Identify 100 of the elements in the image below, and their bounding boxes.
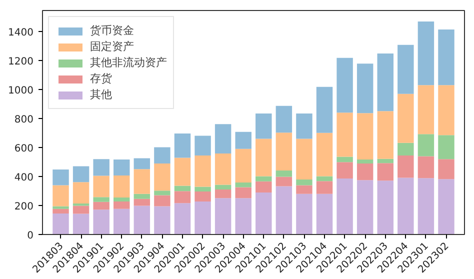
bar <box>194 201 211 234</box>
bar <box>235 148 252 182</box>
bar <box>296 113 312 139</box>
bar <box>154 147 170 164</box>
bar <box>356 160 374 164</box>
bar <box>398 94 414 143</box>
bar <box>276 132 292 171</box>
bar <box>276 170 292 177</box>
bar <box>276 106 292 133</box>
bar <box>154 195 170 206</box>
bar <box>235 132 252 149</box>
y-tick-label: 1000 <box>8 86 34 97</box>
bar <box>418 178 434 234</box>
legend-label: 其他非流动资产 <box>90 55 167 70</box>
bar <box>398 155 414 178</box>
bar <box>356 64 374 114</box>
bar <box>235 187 252 198</box>
bar <box>316 181 333 194</box>
bar <box>336 112 353 157</box>
y-tick-label: 200 <box>14 202 34 213</box>
bar <box>336 156 353 162</box>
bar <box>256 181 272 192</box>
legend-label: 固定资产 <box>90 39 134 54</box>
bar <box>93 197 110 202</box>
bar <box>438 135 454 160</box>
legend-label: 存货 <box>90 71 112 86</box>
bar <box>296 185 312 194</box>
bar <box>194 136 211 156</box>
bar <box>174 158 191 186</box>
bar <box>194 186 211 192</box>
bar <box>418 22 434 86</box>
bar <box>52 208 69 214</box>
bar <box>52 185 69 206</box>
bar <box>276 176 292 186</box>
bar <box>214 184 232 190</box>
bar <box>72 182 90 204</box>
bar <box>134 206 150 234</box>
bar <box>174 186 191 192</box>
bar <box>276 186 292 234</box>
bar <box>72 214 90 234</box>
bar <box>214 124 232 154</box>
bar <box>296 194 312 234</box>
bar <box>194 191 211 202</box>
bar <box>214 153 232 185</box>
y-tick-label: 600 <box>14 144 34 155</box>
bar <box>377 180 394 234</box>
bar <box>356 113 374 160</box>
bar <box>418 85 434 134</box>
bar <box>336 162 353 179</box>
bar <box>377 54 394 112</box>
bar <box>134 169 150 194</box>
bar <box>214 198 232 234</box>
bar <box>356 180 374 234</box>
y-tick-label: 0 <box>27 230 34 242</box>
bar <box>336 58 353 113</box>
bar <box>398 178 414 234</box>
bar <box>235 198 252 234</box>
y-tick-label: 400 <box>14 172 34 184</box>
bar <box>154 163 170 191</box>
bar <box>174 203 191 234</box>
bar <box>256 176 272 182</box>
bar <box>154 190 170 196</box>
legend-label: 货币资金 <box>90 23 134 38</box>
bar <box>114 201 130 209</box>
bar <box>316 132 333 176</box>
bar <box>114 208 130 234</box>
bar <box>316 194 333 234</box>
bar <box>134 194 150 199</box>
bar <box>316 176 333 182</box>
y-tick-label: 1400 <box>8 28 34 39</box>
bar <box>235 182 252 188</box>
bar <box>72 166 90 182</box>
bar <box>52 213 69 234</box>
bar <box>296 180 312 186</box>
bar <box>377 158 394 164</box>
bar <box>438 179 454 234</box>
bar <box>256 138 272 176</box>
bar <box>438 29 454 86</box>
bar <box>377 163 394 181</box>
legend-label: 其他 <box>90 87 112 102</box>
bar <box>134 198 150 206</box>
bar <box>154 206 170 234</box>
y-tick-label: 1200 <box>8 56 34 68</box>
bar <box>398 142 414 156</box>
bar <box>214 190 232 198</box>
bar <box>438 85 454 136</box>
bar <box>52 170 69 186</box>
bar <box>398 44 414 94</box>
bar <box>316 86 333 133</box>
bar <box>93 202 110 210</box>
bar <box>377 111 394 159</box>
bar <box>356 163 374 180</box>
bar <box>114 198 130 202</box>
bar <box>134 158 150 170</box>
y-tick-label: 800 <box>14 114 34 126</box>
bar <box>72 206 90 214</box>
bar <box>256 113 272 139</box>
bar <box>114 160 130 176</box>
bar <box>296 138 312 180</box>
bar <box>256 192 272 234</box>
